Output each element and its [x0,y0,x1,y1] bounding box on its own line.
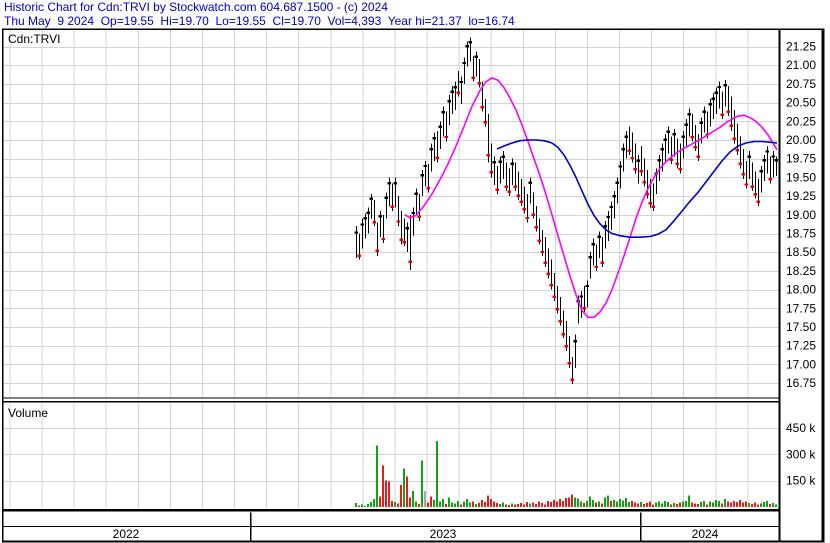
volume-tick-label: 450 k [786,421,816,435]
price-tick-label: 19.75 [786,152,816,166]
axis-labels: 21.25 21.00 20.75 20.50 20.25 20.00 19.75 19.50… [113,40,817,542]
pane-separator-upper [2,397,780,399]
candlestick-series [354,37,778,384]
price-tick-label: 16.75 [786,376,816,390]
volume-tick-label: 150 k [786,474,816,488]
price-tick-label: 19.00 [786,208,816,222]
frame-top [2,28,825,30]
price-tick-label: 20.00 [786,133,816,147]
chart-frame [2,28,825,543]
price-tick-label: 21.25 [786,40,816,54]
frame-left [2,28,4,543]
price-tick-label: 18.00 [786,283,816,297]
price-tick-label: 17.25 [786,339,816,353]
volume-series [355,441,777,507]
price-tick-label: 20.25 [786,114,816,128]
price-tick-label: 18.75 [786,227,816,241]
pane-separator-lower [2,401,780,403]
fast-ma-line [404,77,778,319]
frame-right [821,28,825,543]
price-tick-label: 19.50 [786,170,816,184]
volume-pane-bottom [2,509,780,512]
price-tick-label: 17.50 [786,320,816,334]
year-divider-2022-2023 [250,512,252,541]
moving-average-lines [404,77,778,319]
year-label: 2022 [113,527,140,541]
symbol-label: Cdn:TRVI [8,32,60,46]
volume-tick-label: 300 k [786,447,816,461]
frame-bottom [2,540,825,543]
grid-lines [3,29,779,508]
price-tick-label: 17.75 [786,301,816,315]
price-tick-label: 20.50 [786,96,816,110]
year-divider-2023-2024 [640,512,642,541]
year-label: 2024 [692,527,719,541]
year-band-divider-line [2,526,780,528]
chart-title: Historic Chart for Cdn:TRVI by Stockwatc… [4,0,388,14]
price-tick-label: 20.75 [786,77,816,91]
year-label: 2023 [430,527,457,541]
volume-pane-label: Volume [8,406,48,420]
price-tick-label: 18.50 [786,245,816,259]
price-tick-label: 19.25 [786,189,816,203]
slow-ma-line [496,139,778,238]
quote-summary-line: Thu May 9 2024 Op=19.55 Hi=19.70 Lo=19.5… [4,14,515,28]
price-tick-label: 18.25 [786,264,816,278]
price-tick-label: 17.00 [786,357,816,371]
price-tick-label: 21.00 [786,58,816,72]
plot-right-border [778,28,781,543]
